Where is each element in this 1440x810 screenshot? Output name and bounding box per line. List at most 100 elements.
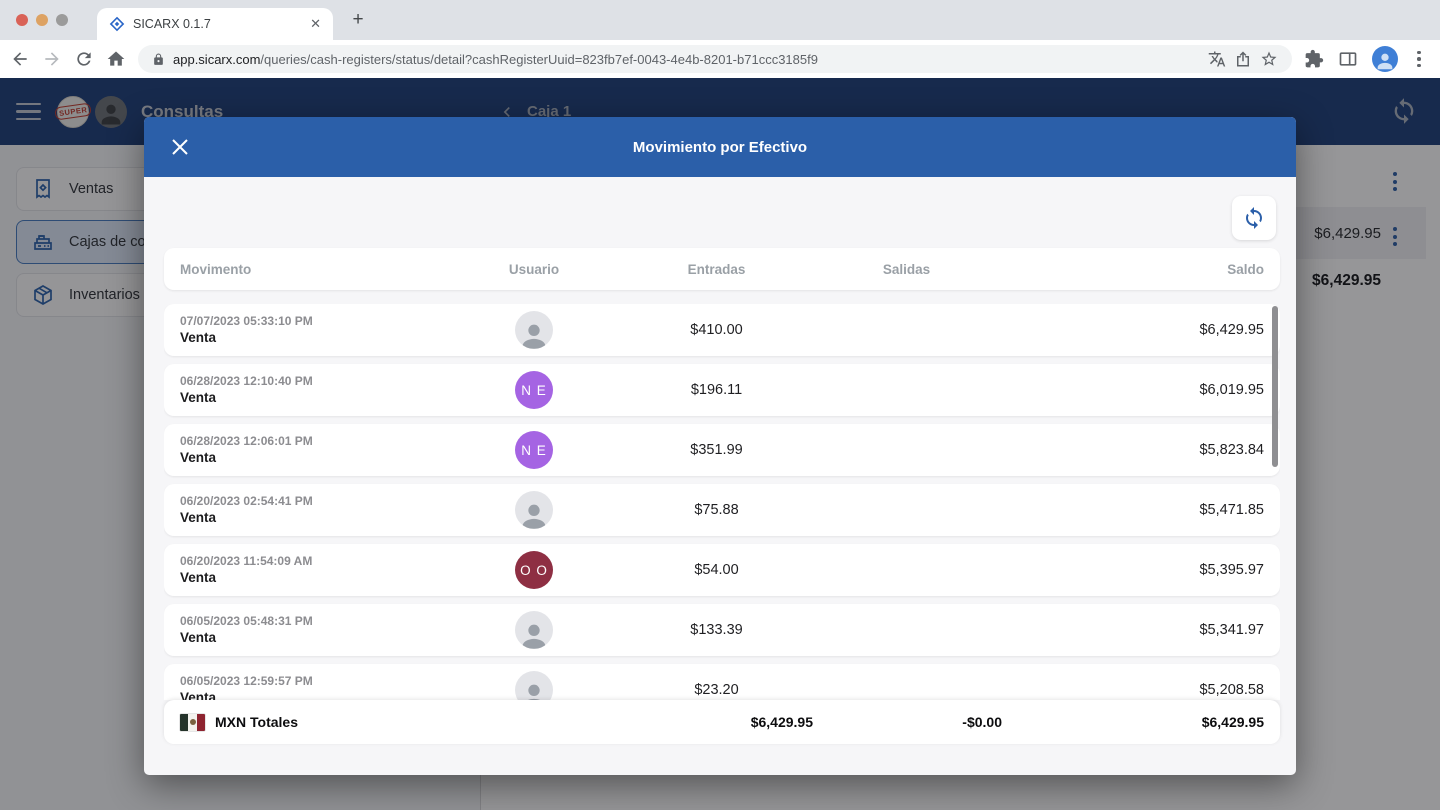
user-avatar — [515, 671, 553, 700]
user-avatar: O O — [515, 551, 553, 589]
column-salidas: Salidas — [882, 261, 931, 277]
person-icon — [527, 684, 541, 700]
column-entradas: Entradas — [687, 261, 746, 277]
movement-datetime: 06/20/2023 02:54:41 PM — [180, 494, 313, 508]
extensions-icon[interactable] — [1304, 49, 1324, 69]
macos-close-button[interactable] — [16, 14, 28, 26]
movement-row[interactable]: 07/07/2023 05:33:10 PM Venta $410.00 $6,4… — [164, 304, 1280, 356]
forward-icon[interactable] — [42, 49, 62, 69]
saldo-value: $5,208.58 — [1199, 682, 1264, 698]
movement-type: Venta — [180, 510, 217, 525]
movement-datetime: 06/05/2023 12:59:57 PM — [180, 674, 313, 688]
person-icon — [522, 624, 546, 649]
browser-tab-strip: SICARX 0.1.7 ✕ + — [0, 0, 1440, 40]
sync-icon — [1246, 207, 1262, 229]
entradas-value: $75.88 — [694, 502, 739, 518]
home-icon[interactable] — [106, 49, 126, 69]
column-usuario: Usuario — [508, 261, 560, 277]
saldo-value: $5,395.97 — [1199, 562, 1264, 578]
movement-row[interactable]: 06/28/2023 12:06:01 PM Venta N E $351.99 … — [164, 424, 1280, 476]
movement-row[interactable]: 06/20/2023 02:54:41 PM Venta $75.88 $5,47… — [164, 484, 1280, 536]
translate-icon[interactable] — [1208, 50, 1226, 68]
url-text: app.sicarx.com/queries/cash-registers/st… — [173, 52, 1200, 67]
package-icon — [34, 285, 52, 305]
macos-minimize-button[interactable] — [36, 14, 48, 26]
page-title: Consultas — [141, 101, 224, 121]
row-menu-icon[interactable] — [1393, 172, 1397, 191]
hamburger-menu-icon[interactable] — [16, 102, 41, 121]
table-header: Movimento Usuario Entradas Salidas Saldo — [164, 248, 1280, 290]
totals-entradas: $6,429.95 — [750, 714, 813, 730]
app-page: SUPER Consultas Caja 1 Ventas Cajas de c… — [0, 78, 1440, 810]
back-icon[interactable] — [10, 49, 30, 69]
user-avatar[interactable] — [95, 95, 127, 128]
saldo-value: $5,471.85 — [1199, 502, 1264, 518]
share-icon[interactable] — [1234, 50, 1252, 68]
new-tab-button[interactable]: + — [352, 9, 364, 30]
person-icon — [522, 504, 546, 529]
user-avatar: N E — [515, 431, 553, 469]
browser-profile-avatar[interactable] — [1372, 46, 1398, 72]
favicon-diamond-icon — [109, 16, 125, 32]
background-total: $6,429.95 — [1312, 272, 1381, 289]
cash-register-icon — [34, 235, 52, 250]
macos-zoom-button[interactable] — [56, 14, 68, 26]
saldo-value: $6,019.95 — [1199, 382, 1264, 398]
movements-list[interactable]: 07/07/2023 05:33:10 PM Venta $410.00 $6,4… — [164, 304, 1280, 700]
movement-modal: Movimiento por Efectivo Movimento Usuari… — [144, 117, 1296, 775]
movement-type: Venta — [180, 630, 217, 645]
movement-row[interactable]: 06/05/2023 12:59:57 PM Venta $23.20 $5,20… — [164, 664, 1280, 700]
caja-label: Caja 1 — [527, 103, 572, 120]
modal-refresh-button[interactable] — [1232, 196, 1276, 240]
entradas-value: $196.11 — [690, 382, 743, 398]
totals-saldo: $6,429.95 — [1201, 714, 1264, 730]
movement-row[interactable]: 06/20/2023 11:54:09 AM Venta O O $54.00 $… — [164, 544, 1280, 596]
lock-icon — [154, 53, 163, 65]
column-movimiento: Movimento — [180, 261, 252, 277]
user-avatar — [515, 611, 553, 649]
totals-salidas: -$0.00 — [962, 714, 1002, 730]
entradas-value: $23.20 — [694, 682, 739, 698]
movement-datetime: 06/28/2023 12:06:01 PM — [180, 434, 313, 448]
column-saldo: Saldo — [1227, 261, 1264, 277]
movement-type: Venta — [180, 690, 217, 700]
browser-toolbar: app.sicarx.com/queries/cash-registers/st… — [0, 40, 1440, 78]
tab-title: SICARX 0.1.7 — [133, 17, 211, 31]
back-to-caja[interactable]: Caja 1 — [497, 78, 571, 145]
movement-datetime: 06/20/2023 11:54:09 AM — [180, 554, 313, 568]
browser-actions — [1304, 46, 1430, 72]
sidebar-label: Ventas — [69, 181, 114, 197]
movement-datetime: 07/07/2023 05:33:10 PM — [180, 314, 313, 328]
movement-type: Venta — [180, 390, 217, 405]
side-panel-icon[interactable] — [1338, 49, 1358, 69]
movement-type: Venta — [180, 450, 217, 465]
tab-close-icon[interactable]: ✕ — [310, 16, 321, 31]
mexico-flag-icon — [180, 713, 205, 731]
movement-type: Venta — [180, 570, 217, 585]
person-icon — [522, 324, 546, 349]
totals-row: MXN Totales $6,429.95 -$0.00 $6,429.95 — [164, 700, 1280, 744]
modal-scrollbar[interactable] — [1272, 306, 1278, 467]
url-domain: app.sicarx.com — [173, 51, 261, 67]
movement-row[interactable]: 06/05/2023 05:48:31 PM Venta $133.39 $5,3… — [164, 604, 1280, 656]
saldo-value: $5,823.84 — [1199, 442, 1264, 458]
modal-title: Movimiento por Efectivo — [632, 138, 808, 156]
address-bar[interactable]: app.sicarx.com/queries/cash-registers/st… — [138, 45, 1292, 73]
saldo-value: $6,429.95 — [1199, 322, 1264, 338]
background-amount: $6,429.95 — [1314, 224, 1381, 242]
close-icon[interactable] — [168, 135, 192, 159]
url-path: /queries/cash-registers/status/detail?ca… — [260, 51, 818, 67]
refresh-icon[interactable] — [1390, 97, 1418, 125]
row-menu-icon[interactable] — [1393, 227, 1397, 246]
entradas-value: $133.39 — [690, 622, 743, 638]
browser-menu-icon[interactable] — [1412, 50, 1426, 68]
chevron-left-icon — [503, 106, 510, 117]
movement-type: Venta — [180, 330, 217, 345]
bookmark-star-icon[interactable] — [1260, 50, 1278, 68]
user-avatar: N E — [515, 371, 553, 409]
reload-icon[interactable] — [74, 49, 94, 69]
browser-tab[interactable]: SICARX 0.1.7 ✕ — [97, 8, 333, 40]
user-avatar — [515, 311, 553, 349]
movement-datetime: 06/05/2023 05:48:31 PM — [180, 614, 313, 628]
movement-row[interactable]: 06/28/2023 12:10:40 PM Venta N E $196.11 … — [164, 364, 1280, 416]
